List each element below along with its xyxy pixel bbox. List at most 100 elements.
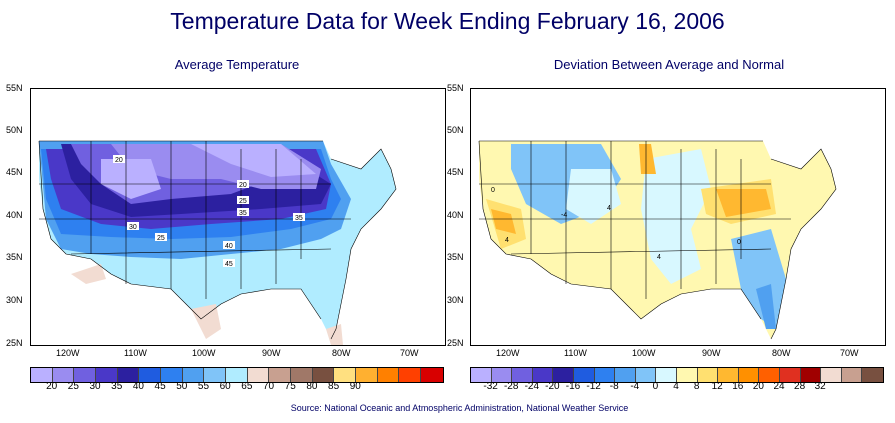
colorbar-swatch <box>421 368 443 382</box>
colorbar-label: 70 <box>262 381 275 392</box>
colorbar-swatch <box>759 368 780 382</box>
left-lat-label: 30N <box>6 295 23 305</box>
right-lat-label: 25N <box>447 338 464 348</box>
contour-label: 25 <box>239 198 247 205</box>
colorbar-swatch <box>182 368 205 382</box>
colorbar-label: 4 <box>673 381 679 392</box>
left-lon-label: 90W <box>262 348 281 358</box>
contour-label: 20 <box>239 182 247 189</box>
colorbar-label: 8 <box>693 381 700 392</box>
right-panel-title: Deviation Between Average and Normal <box>553 57 785 72</box>
left-lon-label: 80W <box>332 348 351 358</box>
deviation-map: 0 -4 4 4 0 4 <box>470 88 886 346</box>
colorbar-swatch <box>573 368 595 382</box>
left-lon-label: 100W <box>192 348 216 358</box>
colorbar-label: -20 <box>545 381 560 392</box>
colorbar-swatch <box>226 368 248 382</box>
colorbar-swatch <box>800 368 822 382</box>
colorbar-swatch <box>676 368 698 382</box>
right-lat-label: 35N <box>447 252 464 262</box>
colorbar-swatch <box>399 368 422 382</box>
colorbar-label: 55 <box>197 381 210 392</box>
colorbar-label: 60 <box>219 381 231 392</box>
colorbar-swatch <box>52 368 75 382</box>
left-lat-label: 55N <box>6 83 23 93</box>
contour-label: -4 <box>561 212 567 219</box>
right-lon-label: 100W <box>632 348 656 358</box>
contour-label: 30 <box>129 224 137 231</box>
contour-label: 4 <box>505 237 509 244</box>
colorbar-swatch <box>31 368 53 382</box>
right-lon-label: 80W <box>772 348 791 358</box>
colorbar-label: -8 <box>609 381 619 392</box>
colorbar-swatch <box>821 368 842 382</box>
right-lat-label: 40N <box>447 210 464 220</box>
colorbar-label: 85 <box>328 381 340 392</box>
colorbar-label: 65 <box>241 381 253 392</box>
colorbar-label: 20 <box>46 381 58 392</box>
right-lat-label: 55N <box>447 83 464 93</box>
contour-label: 0 <box>737 239 741 246</box>
colorbar-swatch <box>697 368 719 382</box>
colorbar-label: 12 <box>711 381 723 392</box>
page-title: Temperature Data for Week Ending Februar… <box>170 8 725 34</box>
colorbar-swatch <box>779 368 801 382</box>
left-lat-label: 35N <box>6 252 23 262</box>
left-lat-label: 50N <box>6 125 23 135</box>
colorbar-label: 32 <box>814 381 826 392</box>
colorbar-swatch <box>738 368 760 382</box>
right-lon-label: 110W <box>564 348 587 358</box>
right-lon-label: 90W <box>702 348 721 358</box>
colorbar-swatch <box>161 368 183 382</box>
colorbar-swatch <box>512 368 533 382</box>
colorbar-swatch <box>594 368 616 382</box>
right-lon-label: 70W <box>840 348 859 358</box>
colorbar-label: 90 <box>349 381 361 392</box>
colorbar-label: -32 <box>483 381 498 392</box>
contour-label: 4 <box>607 205 611 212</box>
colorbar-label: 25 <box>67 381 79 392</box>
colorbar-swatch <box>139 368 162 382</box>
colorbar-label: -24 <box>524 381 540 392</box>
colorbar-label: 20 <box>752 381 764 392</box>
left-lat-label: 40N <box>6 210 23 220</box>
colorbar-swatch <box>269 368 292 382</box>
contour-label: 25 <box>157 235 165 242</box>
colorbar-swatch <box>334 368 357 382</box>
source-note: Source: National Oceanic and Atmospheric… <box>290 403 629 413</box>
colorbar-swatch <box>312 368 335 382</box>
left-lat-label: 25N <box>6 338 23 348</box>
colorbar-label: 80 <box>306 381 318 392</box>
colorbar-swatch <box>718 368 739 382</box>
left-lat-label: 45N <box>6 167 23 177</box>
colorbar-label: 75 <box>284 381 296 392</box>
contour-label: 20 <box>115 157 123 164</box>
contour-label: 35 <box>239 210 247 217</box>
left-panel-title: Average Temperature <box>174 57 300 72</box>
colorbar-swatch <box>117 368 140 382</box>
right-lat-label: 45N <box>447 167 464 177</box>
colorbar-swatch <box>356 368 378 382</box>
colorbar-label: 45 <box>154 381 166 392</box>
left-lon-label: 120W <box>56 348 80 358</box>
colorbar-label: 40 <box>132 381 144 392</box>
colorbar-swatch <box>377 368 400 382</box>
colorbar-swatch <box>247 368 270 382</box>
left-lon-label: 70W <box>400 348 419 358</box>
colorbar-swatch <box>553 368 574 382</box>
colorbar-swatch <box>862 368 883 382</box>
colorbar-label: -4 <box>630 381 640 392</box>
right-lat-label: 30N <box>447 295 464 305</box>
contour-label: 0 <box>491 187 495 194</box>
colorbar-label: 35 <box>111 381 123 392</box>
deviation-colorbar <box>470 367 884 383</box>
colorbar-label: 16 <box>732 381 744 392</box>
colorbar-label: -16 <box>565 381 581 392</box>
colorbar-swatch <box>615 368 636 382</box>
colorbar-label: 50 <box>176 381 188 392</box>
colorbar-swatch <box>471 368 492 382</box>
contour-label: 45 <box>225 261 233 268</box>
right-lat-label: 50N <box>447 125 464 135</box>
colorbar-label: 0 <box>652 381 659 392</box>
colorbar-swatch <box>532 368 554 382</box>
